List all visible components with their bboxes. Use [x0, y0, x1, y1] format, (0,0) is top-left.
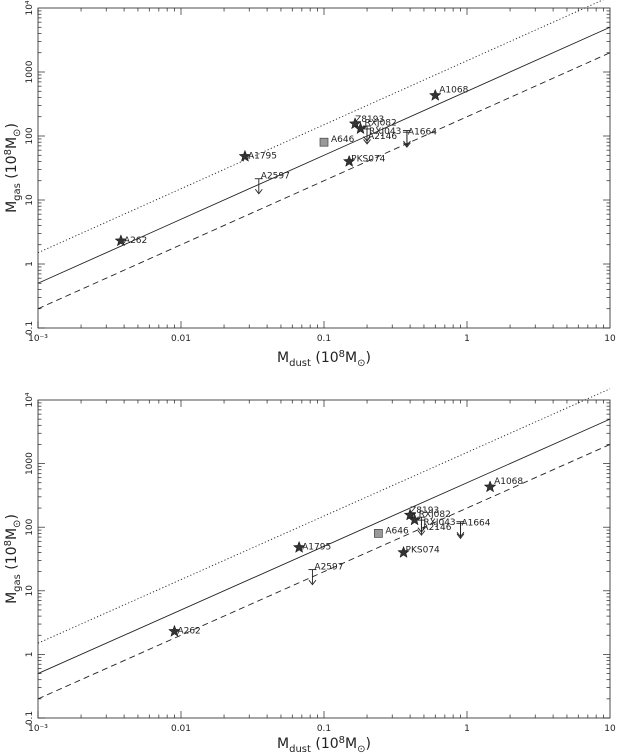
y-tick-label: 10⁴ [25, 392, 35, 407]
data-point-upper-limit [417, 519, 426, 536]
point-label: Z8193 [355, 115, 384, 125]
fit-line-solid [37, 418, 611, 674]
point-label: A1068 [439, 85, 468, 95]
point-label: PKS074 [406, 546, 440, 556]
point-label: A2146 [368, 132, 397, 142]
fit-line-dotted [37, 0, 604, 254]
y-tick-label: 10⁴ [25, 0, 35, 15]
point-label: A2597 [261, 172, 290, 182]
point-label: A2146 [422, 523, 451, 533]
data-point-square [374, 529, 383, 538]
x-tick-label: 1 [464, 724, 470, 734]
x-tick-label: 0.1 [317, 334, 331, 344]
point-label: A2597 [314, 563, 343, 573]
point-label: RXJ082 [419, 510, 451, 520]
point-label: A1795 [248, 151, 277, 161]
y-tick-label: 1 [25, 652, 35, 658]
x-tick-label: 10⁻³ [28, 724, 48, 734]
data-point-square [319, 137, 329, 147]
data-point-upper-limit [363, 128, 372, 145]
data-point-star [483, 480, 497, 493]
point-label: RXJ043 [423, 518, 455, 528]
fit-line-solid [37, 26, 611, 284]
x-tick-label: 10⁻³ [28, 334, 48, 344]
point-label: A646 [385, 526, 409, 536]
x-axis-title: Mdust (108M⊙) [277, 349, 371, 369]
point-label: A1664 [461, 519, 490, 529]
y-axis-title: Mgas (108M⊙) [3, 514, 23, 604]
fit-line-dashed [37, 52, 611, 310]
y-tick-label: 1000 [25, 60, 35, 83]
fit-line-dotted [37, 388, 611, 644]
plot-frame [37, 399, 611, 719]
axis-ticks [37, 400, 610, 719]
data-point-star [408, 513, 421, 526]
data-point-upper-limit [402, 131, 411, 148]
y-tick-label: 100 [25, 127, 35, 144]
x-tick-label: 1 [464, 334, 470, 344]
data-point-star [397, 545, 410, 558]
data-point-star [238, 149, 252, 162]
point-label: Z8193 [410, 506, 439, 516]
scatter-panel-bottom: 10⁻³ 0.01 0.1 1 10 0.1 1 10 100 1000 10⁴ A262 A1795 A… [3, 388, 616, 753]
point-label: A1068 [494, 477, 523, 487]
data-point-star [428, 88, 442, 101]
x-axis-title: Mdust (108M⊙) [277, 735, 371, 753]
data-point-star [114, 234, 128, 247]
y-tick-label: 0.1 [25, 321, 35, 335]
data-point-star [354, 121, 367, 135]
axis-ticks [37, 8, 610, 329]
y-tick-label: 1000 [25, 452, 35, 475]
y-tick-label: 1 [25, 261, 35, 267]
data-point-star [403, 508, 417, 521]
data-point-upper-limit [254, 178, 263, 195]
data-point-star [348, 117, 362, 130]
point-label: A262 [177, 626, 200, 636]
x-tick-label: 0.01 [171, 334, 191, 344]
point-label: PKS074 [351, 154, 385, 164]
fit-line-dashed [37, 444, 611, 700]
data-point-star [168, 624, 181, 637]
x-tick-label: 0.01 [171, 724, 191, 734]
data-point-star [342, 154, 356, 167]
point-label: RXJ082 [365, 119, 397, 129]
point-label: RXJ043 [369, 127, 401, 137]
y-tick-label: 100 [25, 518, 35, 535]
point-label: A1795 [302, 542, 331, 552]
plot-frame [37, 7, 611, 329]
x-tick-label: 10 [604, 334, 616, 344]
point-label: A1664 [408, 128, 437, 138]
point-label: A262 [124, 236, 147, 246]
data-point-star [292, 540, 306, 553]
x-tick-label: 0.1 [317, 724, 331, 734]
data-point-upper-limit [456, 522, 465, 540]
y-axis-title: Mgas (108M⊙) [3, 123, 23, 213]
point-label: A646 [331, 135, 355, 145]
y-tick-label: 10 [25, 194, 35, 206]
y-tick-label: 0.1 [25, 711, 35, 725]
x-tick-label: 10 [604, 724, 616, 734]
scatter-panel-top: 10⁻³ 0.01 0.1 1 10 0.1 1 10 100 1000 10⁴ A262 A1795 A… [3, 0, 616, 369]
y-tick-label: 10 [25, 585, 35, 597]
data-point-upper-limit [308, 569, 317, 586]
